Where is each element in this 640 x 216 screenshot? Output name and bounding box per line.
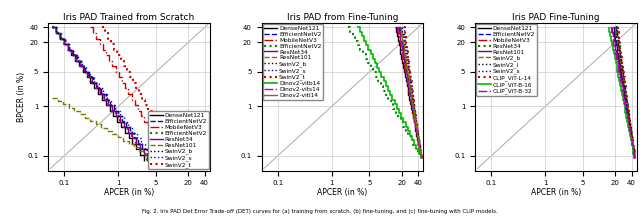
Legend: DenseNet121, EfficientNetV2, MobileNetV3, EfficientNetV2, ResNet34, ResNet101, S: DenseNet121, EfficientNetV2, MobileNetV3… [148,111,209,170]
Text: Fig. 2. Iris PAD Det Error Trade-off (DET) curves for (a) training from scratch,: Fig. 2. Iris PAD Det Error Trade-off (DE… [142,209,498,214]
Legend: DenseNet121, EfficientNetV2, MobileNetV3, EfficientNetV2, ResNet34, ResNet101, S: DenseNet121, EfficientNetV2, MobileNetV3… [262,24,323,100]
X-axis label: APCER (in %): APCER (in %) [531,188,581,197]
Y-axis label: BPCER (in %): BPCER (in %) [17,71,26,122]
Title: Iris PAD Fine-Tuning: Iris PAD Fine-Tuning [512,13,600,22]
X-axis label: APCER (in %): APCER (in %) [104,188,154,197]
X-axis label: APCER (in %): APCER (in %) [317,188,367,197]
Legend: DenseNet121, EfficientNetV2, MobileNetV3, ResNet34, ResNet101, SwinV2_b, SwinV2_: DenseNet121, EfficientNetV2, MobileNetV3… [476,24,537,96]
Title: Iris PAD Trained from Scratch: Iris PAD Trained from Scratch [63,13,195,22]
Title: Iris PAD from Fine-Tuning: Iris PAD from Fine-Tuning [287,13,398,22]
